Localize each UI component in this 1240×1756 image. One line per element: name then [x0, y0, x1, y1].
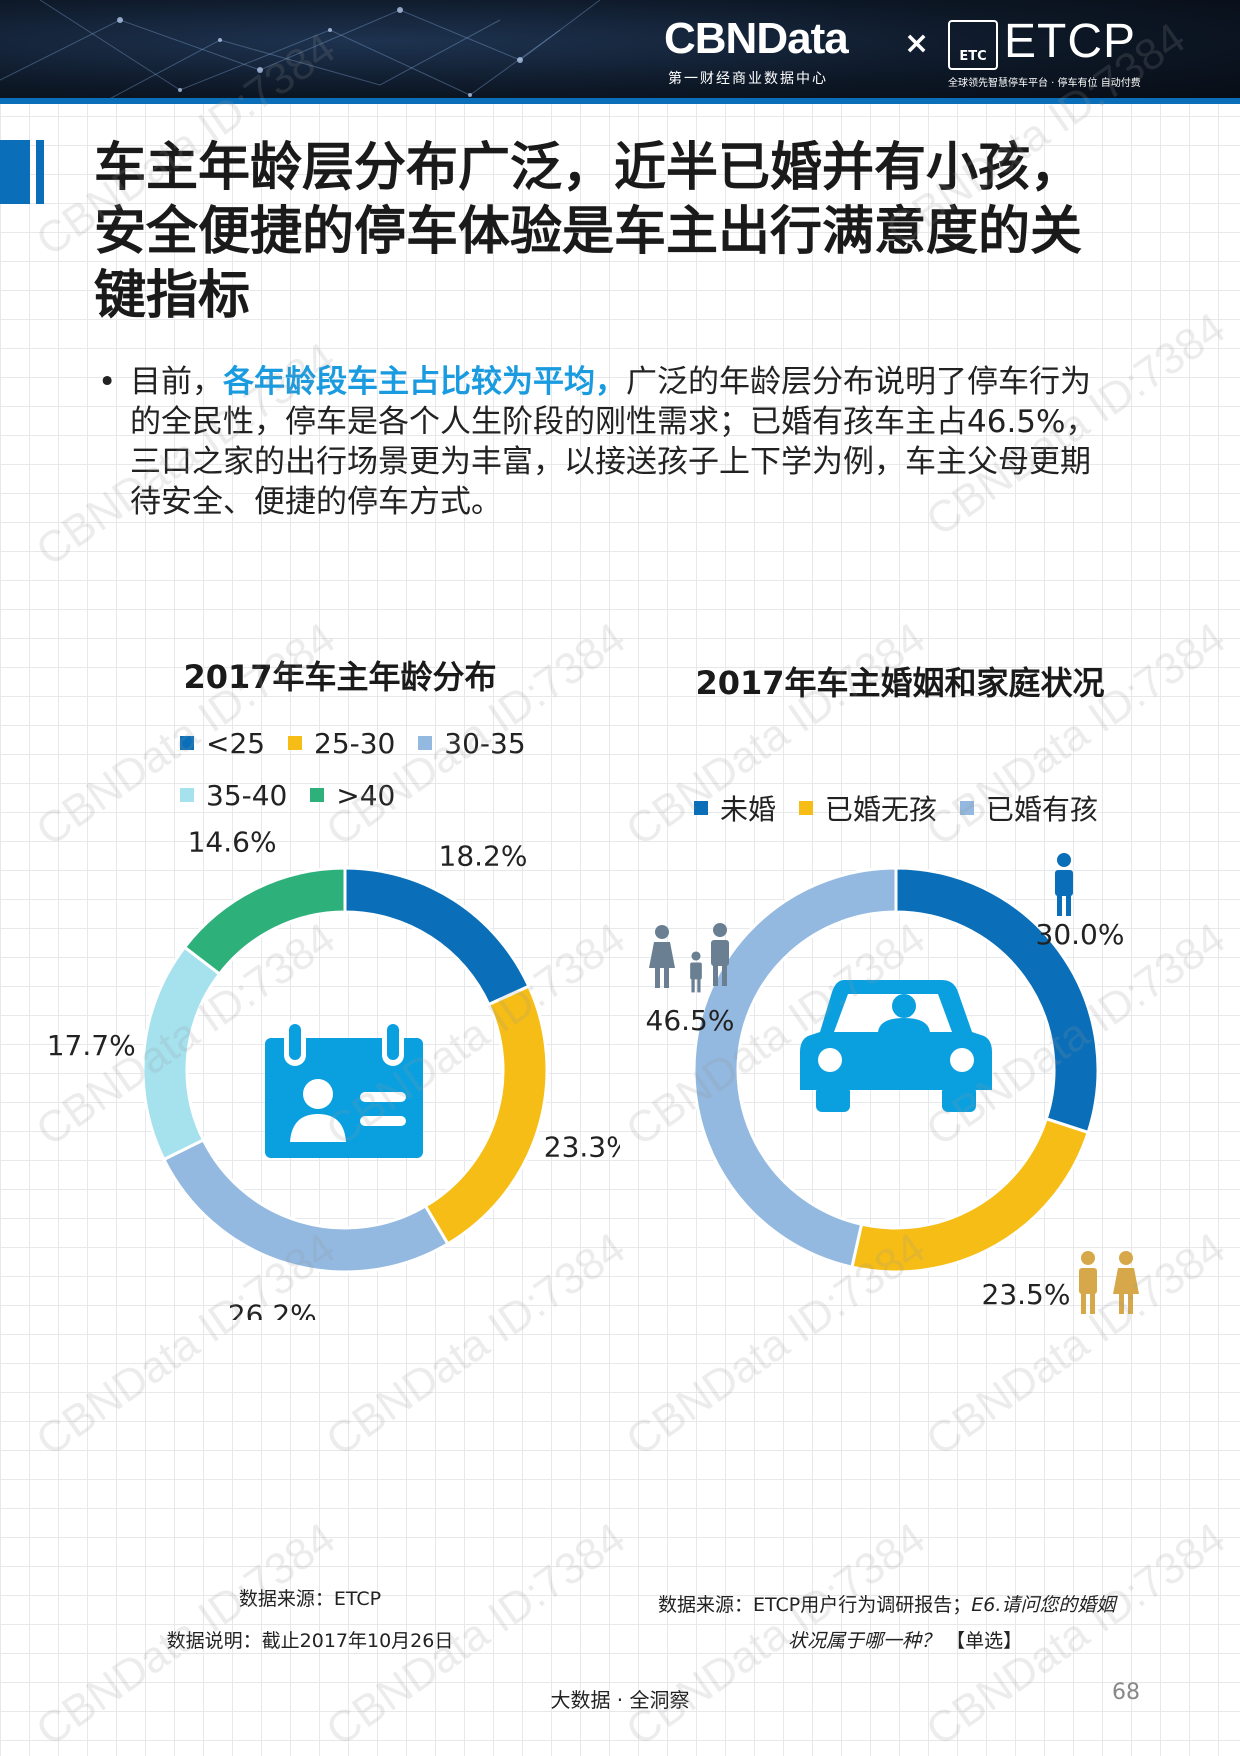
slice-label-married-no-kids: 23.5%: [982, 1278, 1071, 1311]
slice-label-30-35: 26.2%: [228, 1298, 317, 1320]
source-right-line2: 状况属于哪一种？ 【单选】: [788, 1626, 1022, 1653]
couple-icon: [1079, 1251, 1139, 1314]
slice-label-married-with-kids: 46.5%: [646, 1004, 735, 1037]
legend-swatch: [288, 736, 302, 750]
footer-slogan: 大数据 · 全洞察: [550, 1688, 690, 1712]
legend-swatch: [180, 736, 194, 750]
source-right-line1: 数据来源：ETCP用户行为调研报告；E6.请问您的婚姻: [658, 1590, 1115, 1617]
header-banner: CBNData 第一财经商业数据中心 × ETC ETCP 全球领先智慧停车平台…: [0, 0, 1240, 104]
cbndata-logo: CBNData: [664, 14, 849, 63]
age-donut-chart: 18.2% 23.3% 26.2% 17.7% 14.6%: [47, 825, 620, 1320]
source-left-line1: 数据来源：ETCP: [238, 1588, 382, 1610]
donut-slice-married-with-kids: [692, 866, 898, 1269]
source-right-text: 数据来源：ETCP用户行为调研报告；: [658, 1594, 972, 1616]
slice-label-35-40: 17.7%: [47, 1029, 136, 1062]
source-right-question: E6.请问您的婚姻: [971, 1594, 1116, 1616]
slice-label-under25: 18.2%: [439, 840, 528, 873]
marital-legend: 未婚 已婚无孩 已婚有孩: [694, 788, 1112, 828]
legend-label: 已婚无孩: [824, 793, 937, 826]
source-left-line2: 数据说明：截止2017年10月26日: [166, 1630, 454, 1652]
legend-item-married-no-kids: 已婚无孩: [798, 788, 937, 828]
legend-item-25-30: 25-30: [288, 727, 395, 760]
source-right-tag: 【单选】: [946, 1630, 1023, 1652]
legend-label: 35-40: [206, 778, 288, 812]
legend-swatch: [798, 801, 813, 815]
donut-slice-over40: [182, 866, 347, 977]
legend-item-single: 未婚: [694, 788, 776, 828]
single-person-icon: [1055, 853, 1073, 916]
network-background: [0, 0, 601, 104]
title-accent-bar: [0, 140, 30, 204]
car-icon: [800, 980, 992, 1112]
age-legend-row2: 35-40 >40: [180, 776, 409, 812]
body-paragraph: 目前，各年龄段车主占比较为平均，广泛的年龄层分布说明了停车行为的全民性，停车是各…: [130, 362, 1110, 522]
marital-donut-chart: 30.0% 23.5% 46.5%: [646, 853, 1139, 1314]
marital-chart-title: 2017年车主婚姻和家庭状况: [695, 664, 1105, 702]
legend-label: 未婚: [720, 793, 777, 826]
legend-swatch: [418, 736, 433, 750]
page-number: 68: [1112, 1680, 1140, 1705]
legend-label: 25-30: [314, 726, 396, 760]
body-rest: 广泛的年龄层分布说明了停车行为的全民性，停车是各个人生阶段的刚性需求；已婚有孩车…: [130, 364, 1097, 520]
legend-label: >40: [336, 778, 396, 812]
source-right-question-cont: 状况属于哪一种？: [788, 1630, 941, 1652]
legend-swatch: [180, 788, 194, 802]
title-accent-bar-thin: [36, 140, 44, 204]
legend-label: 30-35: [444, 726, 526, 760]
legend-swatch: [694, 801, 708, 815]
etc-badge: ETC: [948, 20, 998, 70]
etcp-logo: ETCP: [1004, 15, 1137, 68]
header-accent-line: [0, 98, 1240, 104]
age-legend-row1: <25 25-30 30-35: [180, 724, 540, 760]
slice-label-25-30: 23.3%: [544, 1131, 620, 1164]
cbndata-subtitle: 第一财经商业数据中心: [668, 71, 828, 87]
slice-label-single: 30.0%: [1036, 918, 1125, 951]
slice-label-over40: 14.6%: [188, 825, 277, 858]
id-card-icon: [265, 1020, 423, 1158]
bullet-dot: •: [98, 364, 117, 400]
legend-swatch: [959, 801, 974, 815]
family-icon: [649, 923, 729, 993]
legend-item-35-40: 35-40: [180, 779, 287, 812]
legend-item-under25: <25: [180, 727, 265, 760]
age-chart-title: 2017年车主年龄分布: [183, 658, 497, 696]
etcp-subtitle: 全球领先智慧停车平台 · 停车有位 自动付费: [948, 78, 1141, 89]
legend-swatch: [310, 788, 325, 802]
partnership-x: ×: [904, 26, 930, 61]
page-title: 车主年龄层分布广泛，近半已婚并有小孩，安全便捷的停车体验是车主出行满意度的关键指…: [94, 138, 1083, 326]
donut-slice-under25: [343, 866, 531, 1007]
legend-item-30-35: 30-35: [418, 726, 526, 760]
legend-label: 已婚有孩: [985, 793, 1098, 826]
body-intro: 目前，: [130, 364, 223, 400]
body-highlight: 各年龄段车主占比较为平均，: [223, 364, 626, 400]
legend-label: <25: [206, 726, 266, 760]
legend-item-married-with-kids: 已婚有孩: [959, 788, 1098, 828]
legend-item-over40: >40: [310, 779, 395, 812]
